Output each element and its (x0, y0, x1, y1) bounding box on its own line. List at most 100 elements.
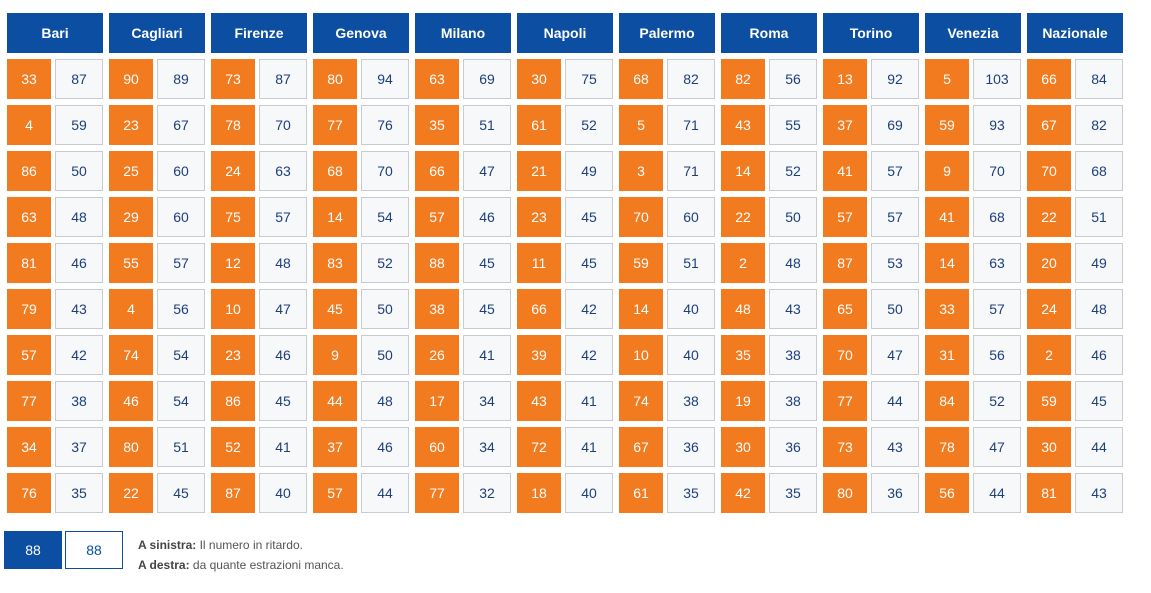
city-column-genova: Genova 80 94 77 76 68 70 14 54 83 52 45 50 9 50 44 48 37 4… (313, 13, 409, 519)
delayed-number: 22 (109, 473, 153, 513)
table-row: 38 45 (415, 289, 511, 329)
delay-count: 56 (973, 335, 1021, 375)
table-row: 86 50 (7, 151, 103, 191)
delayed-number: 83 (313, 243, 357, 283)
delay-count: 50 (871, 289, 919, 329)
delay-count: 52 (565, 105, 613, 145)
delay-count: 82 (667, 59, 715, 99)
table-row: 55 57 (109, 243, 205, 283)
delay-count: 87 (55, 59, 103, 99)
table-row: 80 51 (109, 427, 205, 467)
delayed-number: 87 (823, 243, 867, 283)
delayed-number: 14 (313, 197, 357, 237)
delayed-number: 81 (7, 243, 51, 283)
delayed-number: 46 (109, 381, 153, 421)
table-row: 37 69 (823, 105, 919, 145)
table-row: 81 43 (1027, 473, 1123, 513)
delay-count: 41 (565, 381, 613, 421)
delayed-number: 44 (313, 381, 357, 421)
city-header: Palermo (619, 13, 715, 53)
delay-count: 45 (565, 197, 613, 237)
delay-count: 68 (973, 197, 1021, 237)
city-column-bari: Bari 33 87 4 59 86 50 63 48 81 46 79 43 57 42 77 38 34 37 7… (7, 13, 103, 519)
delayed-number: 61 (619, 473, 663, 513)
delayed-number: 76 (7, 473, 51, 513)
delayed-number: 35 (415, 105, 459, 145)
delay-count: 68 (1075, 151, 1123, 191)
delayed-number: 9 (313, 335, 357, 375)
table-row: 73 43 (823, 427, 919, 467)
table-row: 12 48 (211, 243, 307, 283)
delay-count: 38 (769, 381, 817, 421)
table-row: 86 45 (211, 381, 307, 421)
table-row: 84 52 (925, 381, 1021, 421)
table-row: 11 45 (517, 243, 613, 283)
legend-text: A sinistra: Il numero in ritardo. A dest… (138, 531, 344, 575)
table-row: 81 46 (7, 243, 103, 283)
delayed-number: 34 (7, 427, 51, 467)
table-row: 34 37 (7, 427, 103, 467)
delayed-number: 77 (313, 105, 357, 145)
table-row: 22 51 (1027, 197, 1123, 237)
delay-count: 103 (973, 59, 1021, 99)
delayed-number: 33 (925, 289, 969, 329)
table-row: 57 42 (7, 335, 103, 375)
delayed-number: 61 (517, 105, 561, 145)
delay-count: 51 (463, 105, 511, 145)
table-row: 23 46 (211, 335, 307, 375)
table-row: 65 50 (823, 289, 919, 329)
table-row: 52 41 (211, 427, 307, 467)
delay-count: 47 (463, 151, 511, 191)
table-row: 22 45 (109, 473, 205, 513)
table-row: 31 56 (925, 335, 1021, 375)
table-row: 78 47 (925, 427, 1021, 467)
legend-left-text: Il numero in ritardo. (196, 538, 303, 552)
delayed-number: 48 (721, 289, 765, 329)
table-row: 70 60 (619, 197, 715, 237)
delayed-number: 68 (313, 151, 357, 191)
table-row: 14 52 (721, 151, 817, 191)
legend-right-label: A destra: (138, 558, 190, 572)
delayed-number: 3 (619, 151, 663, 191)
delay-count: 50 (769, 197, 817, 237)
table-row: 63 48 (7, 197, 103, 237)
delayed-number: 37 (313, 427, 357, 467)
delayed-number: 84 (925, 381, 969, 421)
legend-right-line: A destra: da quante estrazioni manca. (138, 555, 344, 575)
legend-delay-sample: 88 (65, 531, 123, 569)
table-row: 87 40 (211, 473, 307, 513)
delayed-number: 78 (211, 105, 255, 145)
delay-count: 43 (1075, 473, 1123, 513)
city-column-palermo: Palermo 68 82 5 71 3 71 70 60 59 51 14 40 10 40 74 38 67 3… (619, 13, 715, 519)
delayed-number: 86 (211, 381, 255, 421)
delay-count: 45 (463, 243, 511, 283)
delay-count: 42 (55, 335, 103, 375)
delay-count: 52 (973, 381, 1021, 421)
delay-count: 46 (55, 243, 103, 283)
delayed-number: 63 (7, 197, 51, 237)
delay-count: 48 (259, 243, 307, 283)
delay-count: 53 (871, 243, 919, 283)
delayed-number: 9 (925, 151, 969, 191)
table-row: 76 35 (7, 473, 103, 513)
table-row: 68 82 (619, 59, 715, 99)
delay-count: 43 (769, 289, 817, 329)
table-row: 77 76 (313, 105, 409, 145)
delay-count: 34 (463, 381, 511, 421)
delayed-number: 55 (109, 243, 153, 283)
delay-count: 59 (55, 105, 103, 145)
delayed-number: 39 (517, 335, 561, 375)
delayed-number: 5 (925, 59, 969, 99)
delayed-number: 57 (415, 197, 459, 237)
delayed-number: 23 (109, 105, 153, 145)
table-row: 41 68 (925, 197, 1021, 237)
delayed-number: 70 (823, 335, 867, 375)
delayed-number: 24 (1027, 289, 1071, 329)
table-row: 10 47 (211, 289, 307, 329)
city-header: Firenze (211, 13, 307, 53)
delayed-number: 45 (313, 289, 357, 329)
delay-count: 71 (667, 151, 715, 191)
delay-count: 51 (157, 427, 205, 467)
delay-count: 47 (259, 289, 307, 329)
delayed-number: 31 (925, 335, 969, 375)
